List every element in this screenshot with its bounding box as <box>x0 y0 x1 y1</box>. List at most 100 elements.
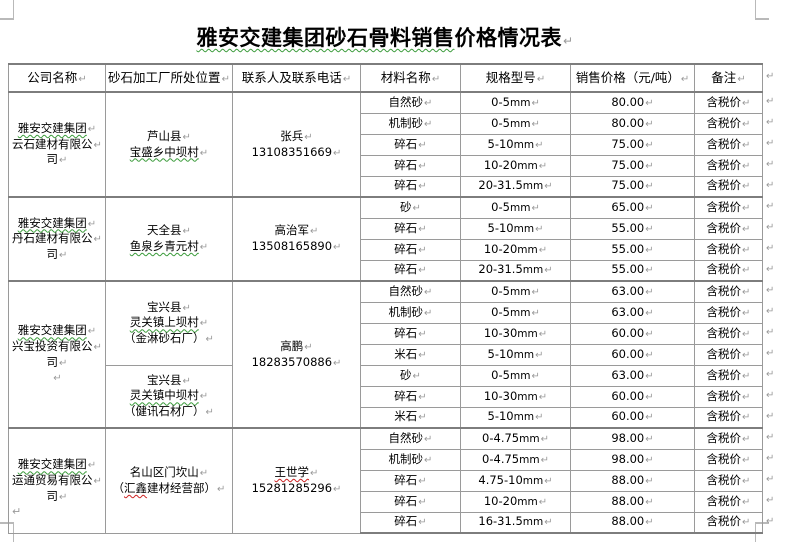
specification-cell: 5-10mm↵ <box>460 133 571 156</box>
specification-cell: 10-30mm↵ <box>460 385 571 408</box>
paragraph-mark-icon: ↵ <box>766 411 775 422</box>
document-title-underlined: 雅安交建集团砂石骨料销售 <box>196 26 455 50</box>
table-row: 机制砂↵ 0-5mm↵ 63.00↵ 含税价↵ <box>9 301 763 324</box>
table-row: 宝兴县↵ 灵关镇中坝村↵ （健讯石材厂）↵ 砂↵ 0-5mm↵ 63.00↵ 含税价↵ <box>9 364 763 429</box>
paragraph-mark-icon: ↵ <box>766 96 775 107</box>
table-row: 雅安交建集团↵ 兴宝投资有限公↵ 司↵ ↵ 宝兴县↵ 灵关镇上坝村↵ （金淋砂石厂）↵ 高鹏↵… <box>8 280 763 429</box>
sale-price-cell: 88.00↵ <box>570 469 695 492</box>
paragraph-mark-icon: ↵ <box>766 474 775 485</box>
paragraph-mark-icon: ↵ <box>766 264 775 275</box>
specification-cell: 10-20mm↵ <box>460 154 571 177</box>
material-name-cell: 自然砂↵ <box>360 427 461 450</box>
remark-cell: 含税价↵ <box>694 280 763 303</box>
page-margin-mark-top-right <box>755 0 769 20</box>
table-row: 米石↵ 5-10mm↵ 60.00↵ 含税价↵ <box>9 343 763 366</box>
price-table-header-row: 公司名称↵ 砂石加工厂所处位置↵ 联系人及联系电话↵ 材料名称↵ 规格型号↵ 销售价格（元… <box>8 63 763 93</box>
specification-cell: 20-31.5mm↵ <box>460 259 571 282</box>
table-row: 碎石↵ 20-31.5mm↵ 55.00↵ 含税价↵ <box>9 259 763 282</box>
specification-cell: 0-4.75mm↵ <box>460 427 571 450</box>
table-row: 碎石↵ 10-20mm↵ 55.00↵ 含税价↵ <box>9 238 763 261</box>
column-header-1: 砂石加工厂所处位置↵ <box>105 63 233 93</box>
table-row: 碎石↵ 20-31.5mm↵ 75.00↵ 含税价↵ <box>9 175 763 198</box>
column-header-4: 规格型号↵ <box>460 63 571 93</box>
remark-cell: 含税价↵ <box>694 112 763 135</box>
column-header-0: 公司名称↵ <box>8 63 106 93</box>
sale-price-cell: 63.00↵ <box>570 280 695 303</box>
company-name-cell: 雅安交建集团↵ 运通贸易有限公↵ 司↵ <box>8 427 106 534</box>
sale-price-cell: 88.00↵ <box>570 511 695 534</box>
sale-price-cell: 55.00↵ <box>570 238 695 261</box>
specification-cell: 20-31.5mm↵ <box>460 175 571 198</box>
paragraph-mark-icon: ↵ <box>766 180 775 191</box>
paragraph-mark-icon: ↵ <box>766 369 775 380</box>
column-header-2: 联系人及联系电话↵ <box>232 63 361 93</box>
remark-cell: 含税价↵ <box>694 469 763 492</box>
sale-price-cell: 63.00↵ <box>570 301 695 324</box>
page-margin-mark-top-left <box>0 0 14 20</box>
remark-cell: 含税价↵ <box>694 196 763 219</box>
material-name-cell: 米石↵ <box>360 343 461 366</box>
plant-location-cell: 芦山县↵ 宝盛乡中坝村↵ <box>105 91 233 198</box>
paragraph-mark-icon: ↵ <box>766 516 775 527</box>
paragraph-mark-icon: ↵ <box>766 453 775 464</box>
remark-cell: 含税价↵ <box>694 175 763 198</box>
remark-cell: 含税价↵ <box>694 91 763 114</box>
material-name-cell: 碎石↵ <box>360 469 461 492</box>
paragraph-mark-icon: ↵ <box>766 285 775 296</box>
sale-price-cell: 88.00↵ <box>570 490 695 513</box>
material-name-cell: 碎石↵ <box>360 238 461 261</box>
table-row: 碎石↵ 5-10mm↵ 55.00↵ 含税价↵ <box>9 217 763 240</box>
remark-cell: 含税价↵ <box>694 406 763 429</box>
specification-cell: 0-5mm↵ <box>460 364 571 387</box>
specification-cell: 0-5mm↵ <box>460 301 571 324</box>
remark-cell: 含税价↵ <box>694 364 763 387</box>
remark-cell: 含税价↵ <box>694 259 763 282</box>
sale-price-cell: 98.00↵ <box>570 448 695 471</box>
specification-cell: 0-4.75mm↵ <box>460 448 571 471</box>
material-name-cell: 碎石↵ <box>360 217 461 240</box>
paragraph-mark-icon: ↵ <box>562 34 574 48</box>
contact-cell: 高鹏↵ 18283570886↵ <box>232 280 361 429</box>
specification-cell: 16-31.5mm↵ <box>460 511 571 534</box>
table-row: 碎石↵ 10-30mm↵ 60.00↵ 含税价↵ <box>9 385 763 408</box>
sale-price-cell: 63.00↵ <box>570 364 695 387</box>
material-name-cell: 机制砂↵ <box>360 301 461 324</box>
sale-price-cell: 65.00↵ <box>570 196 695 219</box>
document-title-rest: 价格情况表 <box>454 26 562 50</box>
specification-cell: 5-10mm↵ <box>460 217 571 240</box>
contact-cell: 王世学↵ 15281285296↵ <box>232 427 361 534</box>
remark-cell: 含税价↵ <box>694 301 763 324</box>
sale-price-cell: 98.00↵ <box>570 427 695 450</box>
company-name-cell: 雅安交建集团↵ 兴宝投资有限公↵ 司↵ ↵ <box>8 280 106 429</box>
sale-price-cell: 80.00↵ <box>570 112 695 135</box>
column-header-6: 备注↵ <box>694 63 763 93</box>
material-name-cell: 自然砂↵ <box>360 280 461 303</box>
company-name-cell: 雅安交建集团↵ 丹石建材有限公↵ 司↵ <box>8 196 106 282</box>
paragraph-mark-icon: ↵ <box>766 117 775 128</box>
remark-cell: 含税价↵ <box>694 322 763 345</box>
paragraph-mark-icon: ↵ <box>766 306 775 317</box>
remark-cell: 含税价↵ <box>694 133 763 156</box>
sale-price-cell: 75.00↵ <box>570 133 695 156</box>
material-name-cell: 机制砂↵ <box>360 448 461 471</box>
specification-cell: 0-5mm↵ <box>460 112 571 135</box>
material-name-cell: 碎石↵ <box>360 385 461 408</box>
specification-cell: 5-10mm↵ <box>460 343 571 366</box>
table-row: 雅安交建集团↵ 云石建材有限公↵ 司↵ 芦山县↵ 宝盛乡中坝村↵ 张兵↵ 131083516… <box>8 91 763 198</box>
sale-price-cell: 75.00↵ <box>570 154 695 177</box>
table-row: 雅安交建集团↵ 丹石建材有限公↵ 司↵ 天全县↵ 鱼泉乡青元村↵ 高治军↵ 13508165… <box>8 196 763 282</box>
remark-cell: 含税价↵ <box>694 343 763 366</box>
table-row: 米石↵ 5-10mm↵ 60.00↵ 含税价↵ <box>9 406 763 429</box>
sale-price-cell: 80.00↵ <box>570 91 695 114</box>
specification-cell: 10-20mm↵ <box>460 490 571 513</box>
material-name-cell: 碎石↵ <box>360 259 461 282</box>
remark-cell: 含税价↵ <box>694 427 763 450</box>
specification-cell: 10-30mm↵ <box>460 322 571 345</box>
price-table-body: 公司名称↵ 砂石加工厂所处位置↵ 联系人及联系电话↵ 材料名称↵ 规格型号↵ 销售价格（元… <box>8 63 763 534</box>
paragraph-mark-icon: ↵ <box>766 222 775 233</box>
remark-cell: 含税价↵ <box>694 385 763 408</box>
material-name-cell: 砂↵ <box>360 196 461 219</box>
plant-location-cell: 宝兴县↵ 灵关镇中坝村↵ （健讯石材厂）↵ <box>105 364 233 429</box>
paragraph-mark-icon: ↵ <box>766 201 775 212</box>
paragraph-mark-icon: ↵ <box>766 432 775 443</box>
